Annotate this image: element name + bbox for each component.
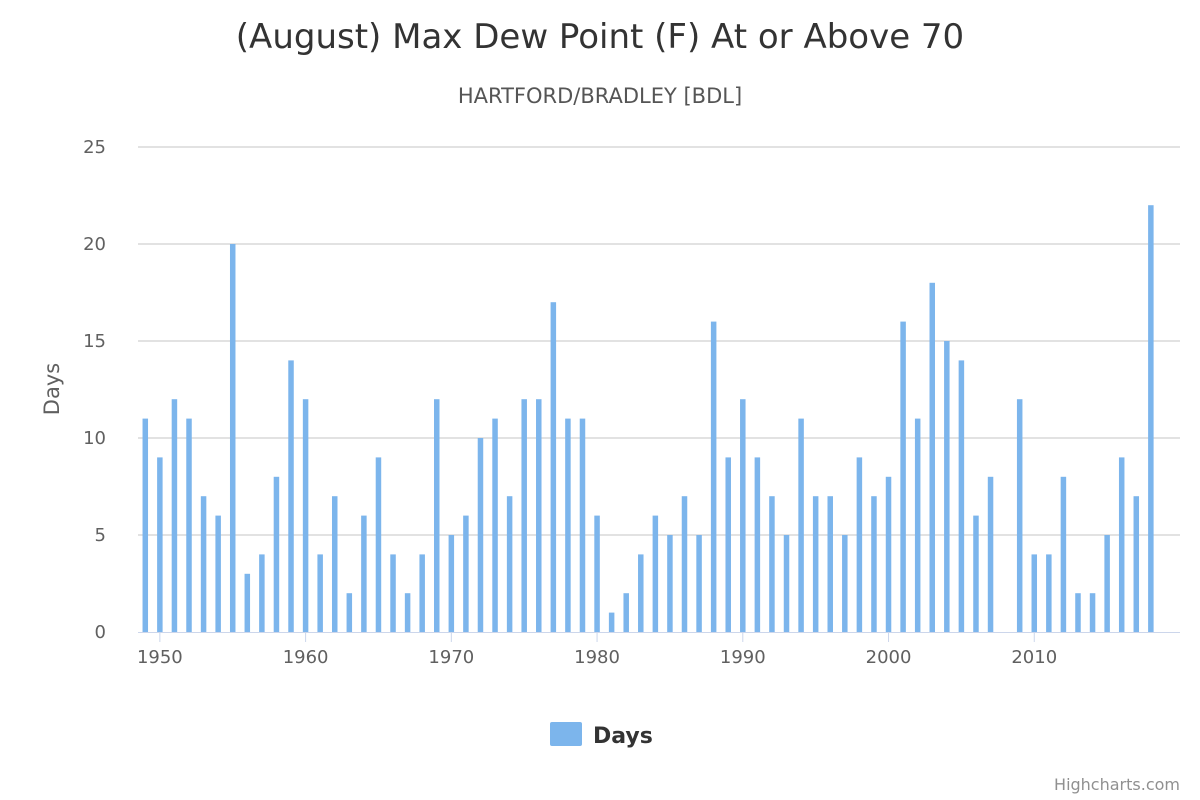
bar[interactable] xyxy=(798,418,804,632)
bar[interactable] xyxy=(1133,496,1140,632)
x-tick-label: 2000 xyxy=(866,647,912,668)
legend[interactable]: Days xyxy=(550,722,653,749)
bar[interactable] xyxy=(186,418,192,632)
bar[interactable] xyxy=(1118,457,1125,632)
bar[interactable] xyxy=(200,496,207,632)
x-tick-label: 1990 xyxy=(720,647,766,668)
bar[interactable] xyxy=(448,535,455,632)
bar[interactable] xyxy=(958,360,965,632)
bar[interactable] xyxy=(812,496,819,632)
bar[interactable] xyxy=(725,457,731,632)
bar[interactable] xyxy=(346,593,353,632)
chart-subtitle: HARTFORD/BRADLEY [BDL] xyxy=(458,84,742,108)
bar[interactable] xyxy=(259,554,265,632)
bar[interactable] xyxy=(900,321,906,632)
bar[interactable] xyxy=(944,341,950,632)
bar[interactable] xyxy=(1046,554,1052,632)
bar[interactable] xyxy=(215,515,221,632)
gridlines xyxy=(138,146,1180,536)
bar[interactable] xyxy=(157,457,163,632)
bar[interactable] xyxy=(273,476,280,632)
y-axis-title: Days xyxy=(40,363,64,415)
bar[interactable] xyxy=(419,554,425,632)
bar[interactable] xyxy=(579,418,586,632)
bar[interactable] xyxy=(331,496,338,632)
legend-label: Days xyxy=(593,724,653,749)
x-tick-label: 1950 xyxy=(137,647,183,668)
y-tick-label: 25 xyxy=(83,137,106,158)
x-tick-label: 1970 xyxy=(428,647,474,668)
bar[interactable] xyxy=(302,399,309,632)
bar[interactable] xyxy=(696,535,702,632)
bar[interactable] xyxy=(623,593,629,632)
bar[interactable] xyxy=(244,573,251,632)
bar[interactable] xyxy=(914,418,921,632)
chart-title: (August) Max Dew Point (F) At or Above 7… xyxy=(236,17,964,57)
bar[interactable] xyxy=(842,535,848,632)
bar[interactable] xyxy=(390,554,396,632)
bar[interactable] xyxy=(885,476,892,632)
x-axis-ticks: 1950 1960 1970 1980 1990 2000 2010 xyxy=(137,632,1057,668)
x-tick-label: 1960 xyxy=(283,647,329,668)
bar[interactable] xyxy=(594,515,600,632)
bar[interactable] xyxy=(929,282,936,632)
bar[interactable] xyxy=(288,360,294,632)
bar[interactable] xyxy=(1016,399,1023,632)
bar[interactable] xyxy=(229,244,236,632)
bar[interactable] xyxy=(536,399,542,632)
legend-swatch xyxy=(550,722,582,746)
y-tick-label: 5 xyxy=(95,525,106,546)
credits-link[interactable]: Highcharts.com xyxy=(1054,775,1180,794)
bar[interactable] xyxy=(492,418,498,632)
bar[interactable] xyxy=(506,496,513,632)
bar[interactable] xyxy=(477,438,484,632)
x-tick-label: 1980 xyxy=(574,647,620,668)
y-axis-ticks: 0 5 10 15 20 25 xyxy=(83,137,106,643)
y-tick-label: 0 xyxy=(95,622,106,643)
bar[interactable] xyxy=(710,321,717,632)
bar[interactable] xyxy=(1104,535,1110,632)
bar[interactable] xyxy=(1060,476,1067,632)
y-tick-label: 10 xyxy=(83,428,106,449)
bar[interactable] xyxy=(871,496,877,632)
bar[interactable] xyxy=(361,515,367,632)
bar[interactable] xyxy=(1148,205,1154,632)
bar[interactable] xyxy=(973,515,979,632)
y-tick-label: 15 xyxy=(83,331,106,352)
bar[interactable] xyxy=(565,418,571,632)
bar[interactable] xyxy=(1031,554,1038,632)
bar[interactable] xyxy=(783,535,790,632)
bar-series xyxy=(142,205,1154,632)
bar[interactable] xyxy=(142,418,149,632)
bar[interactable] xyxy=(740,399,746,632)
bar[interactable] xyxy=(987,476,994,632)
bar[interactable] xyxy=(608,612,615,632)
bar[interactable] xyxy=(375,457,382,632)
y-tick-label: 20 xyxy=(83,234,106,255)
bar[interactable] xyxy=(434,399,440,632)
bar[interactable] xyxy=(171,399,178,632)
bar[interactable] xyxy=(754,457,761,632)
bar[interactable] xyxy=(1075,593,1081,632)
bar[interactable] xyxy=(769,496,775,632)
x-tick-label: 2010 xyxy=(1011,647,1057,668)
bar[interactable] xyxy=(827,496,833,632)
bar[interactable] xyxy=(550,302,557,632)
bar[interactable] xyxy=(681,496,688,632)
bar[interactable] xyxy=(404,593,411,632)
bar[interactable] xyxy=(1089,593,1096,632)
bar[interactable] xyxy=(667,535,673,632)
bar[interactable] xyxy=(652,515,659,632)
bar[interactable] xyxy=(317,554,323,632)
bar[interactable] xyxy=(856,457,863,632)
bar[interactable] xyxy=(521,399,527,632)
bar[interactable] xyxy=(463,515,469,632)
bar[interactable] xyxy=(638,554,644,632)
